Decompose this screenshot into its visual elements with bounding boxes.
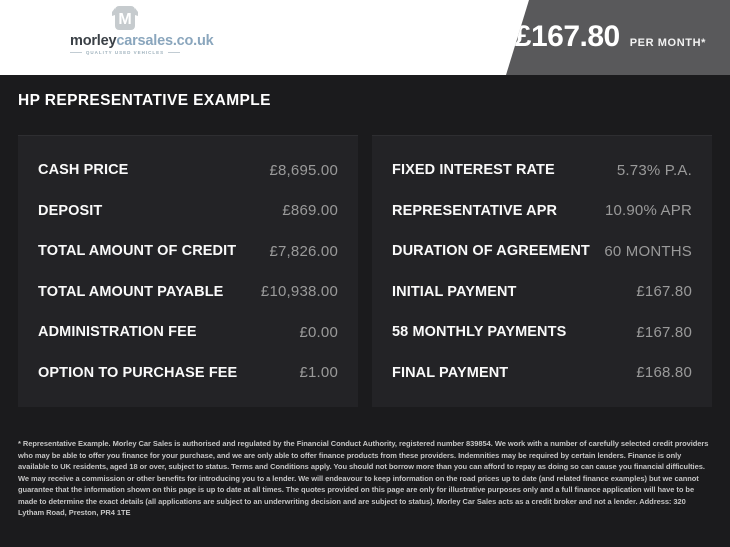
dealer-logo[interactable]: M morleycarsales.co.uk QUALITY USED VEHI…: [70, 6, 214, 55]
row-value: 60 MONTHS: [604, 242, 692, 260]
row-value: £10,938.00: [260, 283, 338, 301]
table-row: CASH PRICE £8,695.00: [38, 150, 338, 190]
table-row: OPTION TO PURCHASE FEE £1.00: [38, 353, 338, 393]
table-row: DURATION OF AGREEMENT 60 MONTHS: [392, 231, 692, 271]
monthly-price-row: £167.80 PER MONTH*: [506, 0, 730, 54]
row-value: £167.80: [636, 283, 692, 301]
finance-panel-left: CASH PRICE £8,695.00 DEPOSIT £869.00 TOT…: [18, 135, 358, 407]
row-value: £167.80: [636, 323, 692, 341]
table-row: FIXED INTEREST RATE 5.73% P.A.: [392, 150, 692, 190]
table-row: TOTAL AMOUNT PAYABLE £10,938.00: [38, 272, 338, 312]
row-value: 10.90% APR: [604, 202, 692, 220]
row-value: £8,695.00: [269, 161, 338, 179]
row-value: £0.00: [299, 323, 338, 341]
row-value: £168.80: [636, 364, 692, 382]
row-label: OPTION TO PURCHASE FEE: [38, 364, 238, 381]
row-label: DEPOSIT: [38, 202, 103, 219]
tagline-text: QUALITY USED VEHICLES: [85, 50, 165, 55]
row-label: FIXED INTEREST RATE: [392, 162, 555, 178]
row-label: TOTAL AMOUNT OF CREDIT: [38, 243, 237, 260]
table-row: INITIAL PAYMENT £167.80: [392, 272, 692, 312]
tagline-rule-right: [168, 52, 180, 53]
row-value: 5.73% P.A.: [616, 161, 692, 179]
row-label: ADMINISTRATION FEE: [38, 324, 197, 341]
row-label: REPRESENTATIVE APR: [392, 202, 558, 219]
top-bar: M morleycarsales.co.uk QUALITY USED VEHI…: [0, 0, 730, 75]
row-label: 58 MONTHLY PAYMENTS: [392, 324, 567, 341]
page-title: HP REPRESENTATIVE EXAMPLE: [18, 92, 271, 109]
row-label: FINAL PAYMENT: [392, 364, 509, 381]
logo-tagline: QUALITY USED VEHICLES: [70, 50, 180, 55]
table-row: FINAL PAYMENT £168.80: [392, 353, 692, 393]
logo-wordmark: morleycarsales.co.uk: [70, 33, 214, 49]
svg-text:M: M: [118, 11, 131, 28]
table-row: DEPOSIT £869.00: [38, 191, 338, 231]
row-value: £7,826.00: [269, 242, 338, 260]
logo-text-carsales: carsales.co.uk: [116, 33, 214, 49]
row-label: TOTAL AMOUNT PAYABLE: [38, 283, 224, 300]
row-label: INITIAL PAYMENT: [392, 283, 517, 300]
monthly-price-suffix: PER MONTH*: [629, 37, 706, 49]
row-label: DURATION OF AGREEMENT: [392, 243, 590, 260]
table-row: REPRESENTATIVE APR 10.90% APR: [392, 191, 692, 231]
monthly-price-banner: £167.80 PER MONTH*: [506, 0, 730, 75]
finance-panel-right: FIXED INTEREST RATE 5.73% P.A. REPRESENT…: [372, 135, 712, 407]
table-row: 58 MONTHLY PAYMENTS £167.80: [392, 312, 692, 352]
logo-text-morley: morley: [70, 33, 117, 49]
tagline-rule-left: [70, 52, 82, 53]
logo-m-badge-icon: M: [112, 6, 138, 30]
monthly-price-value: £167.80: [514, 20, 620, 53]
row-label: CASH PRICE: [38, 162, 129, 178]
table-row: ADMINISTRATION FEE £0.00: [38, 312, 338, 352]
row-value: £1.00: [299, 364, 338, 382]
table-row: TOTAL AMOUNT OF CREDIT £7,826.00: [38, 231, 338, 271]
row-value: £869.00: [282, 202, 338, 220]
representative-example-disclaimer: * Representative Example. Morley Car Sal…: [18, 439, 709, 517]
